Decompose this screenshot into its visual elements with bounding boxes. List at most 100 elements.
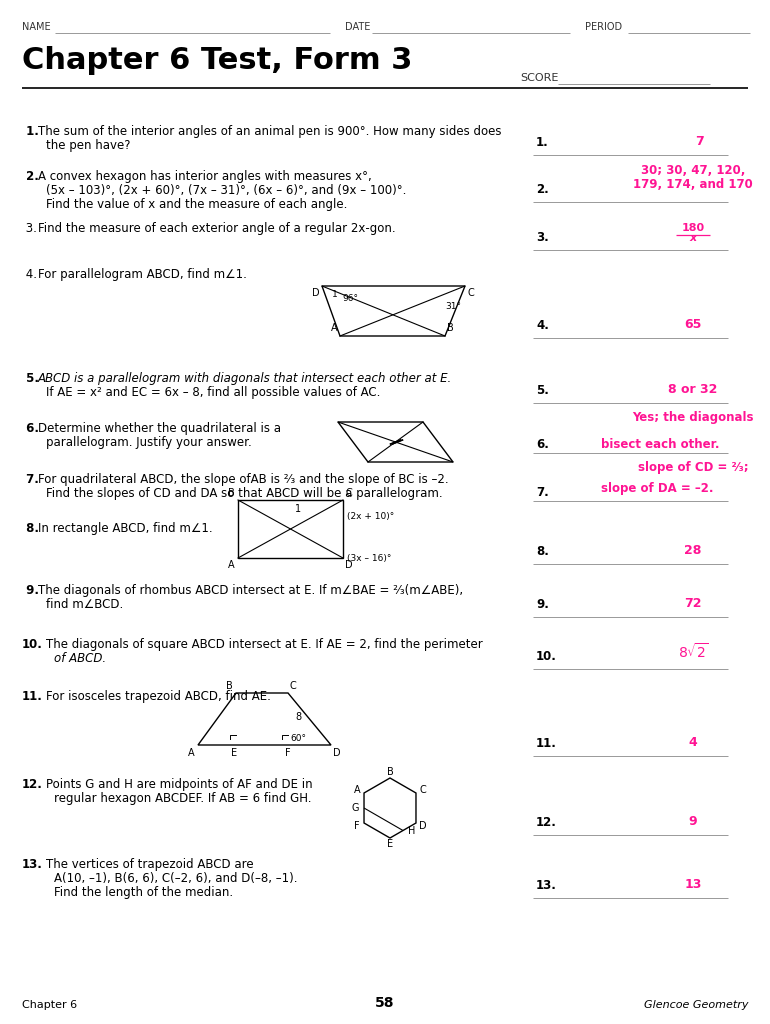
Text: D: D xyxy=(333,748,340,758)
Text: 8 or 32: 8 or 32 xyxy=(668,383,718,396)
Text: C: C xyxy=(345,488,352,498)
Text: 6.: 6. xyxy=(22,422,39,435)
Text: For isosceles trapezoid ABCD, find AE.: For isosceles trapezoid ABCD, find AE. xyxy=(46,690,271,703)
Text: If AE = x² and EC = 6x – 8, find all possible values of AC.: If AE = x² and EC = 6x – 8, find all pos… xyxy=(46,386,380,399)
Text: 1: 1 xyxy=(332,290,338,299)
Text: For quadrilateral ABCD, the slope ofAB is ²⁄₃ and the slope of BC is –2.: For quadrilateral ABCD, the slope ofAB i… xyxy=(38,473,449,486)
Text: Find the value of x and the measure of each angle.: Find the value of x and the measure of e… xyxy=(46,198,347,211)
Text: find m∠BCD.: find m∠BCD. xyxy=(46,598,123,611)
Text: 13: 13 xyxy=(685,878,701,891)
Text: 10.: 10. xyxy=(536,650,557,663)
Text: The diagonals of square ABCD intersect at E. If AE = 2, find the perimeter: The diagonals of square ABCD intersect a… xyxy=(46,638,483,651)
Text: H: H xyxy=(408,825,415,836)
Text: 65: 65 xyxy=(685,318,701,331)
Text: 9: 9 xyxy=(688,815,698,828)
Text: 7: 7 xyxy=(695,135,705,148)
Text: 7.: 7. xyxy=(536,486,549,499)
Text: of ABCD.: of ABCD. xyxy=(54,652,106,665)
Text: The sum of the interior angles of an animal pen is 900°. How many sides does: The sum of the interior angles of an ani… xyxy=(38,125,501,138)
Text: 28: 28 xyxy=(685,544,701,557)
Text: 7.: 7. xyxy=(22,473,38,486)
Text: Find the slopes of CD and DA so that ABCD will be a parallelogram.: Find the slopes of CD and DA so that ABC… xyxy=(46,487,443,500)
Text: B: B xyxy=(226,681,233,691)
Text: A: A xyxy=(331,323,338,333)
Text: D: D xyxy=(313,288,320,298)
Text: Determine whether the quadrilateral is a: Determine whether the quadrilateral is a xyxy=(38,422,281,435)
Text: A convex hexagon has interior angles with measures x°,: A convex hexagon has interior angles wit… xyxy=(38,170,372,183)
Text: B: B xyxy=(447,323,454,333)
Text: E: E xyxy=(387,839,393,849)
Text: DATE: DATE xyxy=(345,22,370,32)
Text: slope of DA = –2.: slope of DA = –2. xyxy=(601,482,714,495)
Text: D: D xyxy=(419,821,427,831)
Text: 9.: 9. xyxy=(22,584,39,597)
Text: B: B xyxy=(228,488,235,498)
Text: D: D xyxy=(345,560,353,570)
Text: C: C xyxy=(290,681,296,691)
Text: For parallelogram ABCD, find m∠1.: For parallelogram ABCD, find m∠1. xyxy=(38,268,247,281)
Text: 4.: 4. xyxy=(22,268,37,281)
Text: PERIOD: PERIOD xyxy=(585,22,622,32)
Text: 72: 72 xyxy=(685,597,701,610)
Text: 13.: 13. xyxy=(22,858,43,871)
Text: 60°: 60° xyxy=(290,734,306,743)
Text: Find the measure of each exterior angle of a regular 2x-gon.: Find the measure of each exterior angle … xyxy=(38,222,396,234)
Text: (2x + 10)°: (2x + 10)° xyxy=(347,512,394,521)
Text: B: B xyxy=(387,767,393,777)
Text: 3.: 3. xyxy=(22,222,37,234)
Text: 8.: 8. xyxy=(22,522,39,535)
Text: 8.: 8. xyxy=(536,545,549,558)
Text: 31°: 31° xyxy=(445,302,461,311)
Text: NAME: NAME xyxy=(22,22,51,32)
Text: the pen have?: the pen have? xyxy=(46,139,130,152)
Text: 3.: 3. xyxy=(536,231,549,244)
Text: 5.: 5. xyxy=(536,384,549,397)
Text: 58: 58 xyxy=(375,996,395,1010)
Text: SCORE: SCORE xyxy=(520,73,558,83)
Text: 12.: 12. xyxy=(536,816,557,829)
Text: F: F xyxy=(354,821,360,831)
Text: 2.: 2. xyxy=(22,170,38,183)
Text: 96°: 96° xyxy=(342,294,358,303)
Text: Yes; the diagonals: Yes; the diagonals xyxy=(632,411,754,424)
Text: (5x – 103)°, (2x + 60)°, (7x – 31)°, (6x – 6)°, and (9x – 100)°.: (5x – 103)°, (2x + 60)°, (7x – 31)°, (6x… xyxy=(46,184,407,197)
Text: 179, 174, and 170: 179, 174, and 170 xyxy=(633,178,753,191)
Text: (3x – 16)°: (3x – 16)° xyxy=(347,554,391,563)
Text: ABCD is a parallelogram with diagonals that intersect each other at E.: ABCD is a parallelogram with diagonals t… xyxy=(38,372,452,385)
Text: Find the length of the median.: Find the length of the median. xyxy=(54,886,233,899)
Text: 11.: 11. xyxy=(536,737,557,750)
Text: Chapter 6: Chapter 6 xyxy=(22,1000,77,1010)
Text: 2.: 2. xyxy=(536,183,549,196)
Text: The vertices of trapezoid ABCD are: The vertices of trapezoid ABCD are xyxy=(46,858,253,871)
Text: The diagonals of rhombus ABCD intersect at E. If m∠BAE = ²⁄₃(m∠ABE),: The diagonals of rhombus ABCD intersect … xyxy=(38,584,463,597)
Text: C: C xyxy=(467,288,474,298)
Text: 1.: 1. xyxy=(22,125,38,138)
Text: bisect each other.: bisect each other. xyxy=(601,438,719,451)
Text: 6.: 6. xyxy=(536,438,549,451)
Text: E: E xyxy=(231,748,237,758)
Text: 1.: 1. xyxy=(536,136,549,150)
Text: 180: 180 xyxy=(681,223,705,233)
Text: 12.: 12. xyxy=(22,778,43,791)
Text: 30; 30, 47, 120,: 30; 30, 47, 120, xyxy=(641,164,745,177)
Text: 4: 4 xyxy=(688,736,698,749)
Text: x: x xyxy=(689,233,697,243)
Text: A: A xyxy=(189,748,195,758)
Text: F: F xyxy=(285,748,291,758)
Text: A: A xyxy=(229,560,235,570)
Text: slope of CD = ²⁄₃;: slope of CD = ²⁄₃; xyxy=(638,461,748,474)
Text: C: C xyxy=(420,785,427,795)
Text: A(10, –1), B(6, 6), C(–2, 6), and D(–8, –1).: A(10, –1), B(6, 6), C(–2, 6), and D(–8, … xyxy=(54,872,297,885)
Text: 1: 1 xyxy=(294,504,300,514)
Text: parallelogram. Justify your answer.: parallelogram. Justify your answer. xyxy=(46,436,252,449)
Text: In rectangle ABCD, find m∠1.: In rectangle ABCD, find m∠1. xyxy=(38,522,213,535)
Text: 9.: 9. xyxy=(536,598,549,611)
Text: 8: 8 xyxy=(295,712,301,722)
Text: $8\sqrt{2}$: $8\sqrt{2}$ xyxy=(678,642,708,662)
Text: 13.: 13. xyxy=(536,879,557,892)
Text: 10.: 10. xyxy=(22,638,43,651)
Text: Glencoe Geometry: Glencoe Geometry xyxy=(644,1000,748,1010)
Text: 11.: 11. xyxy=(22,690,43,703)
Text: G: G xyxy=(352,803,359,813)
Text: Chapter 6 Test, Form 3: Chapter 6 Test, Form 3 xyxy=(22,46,413,75)
